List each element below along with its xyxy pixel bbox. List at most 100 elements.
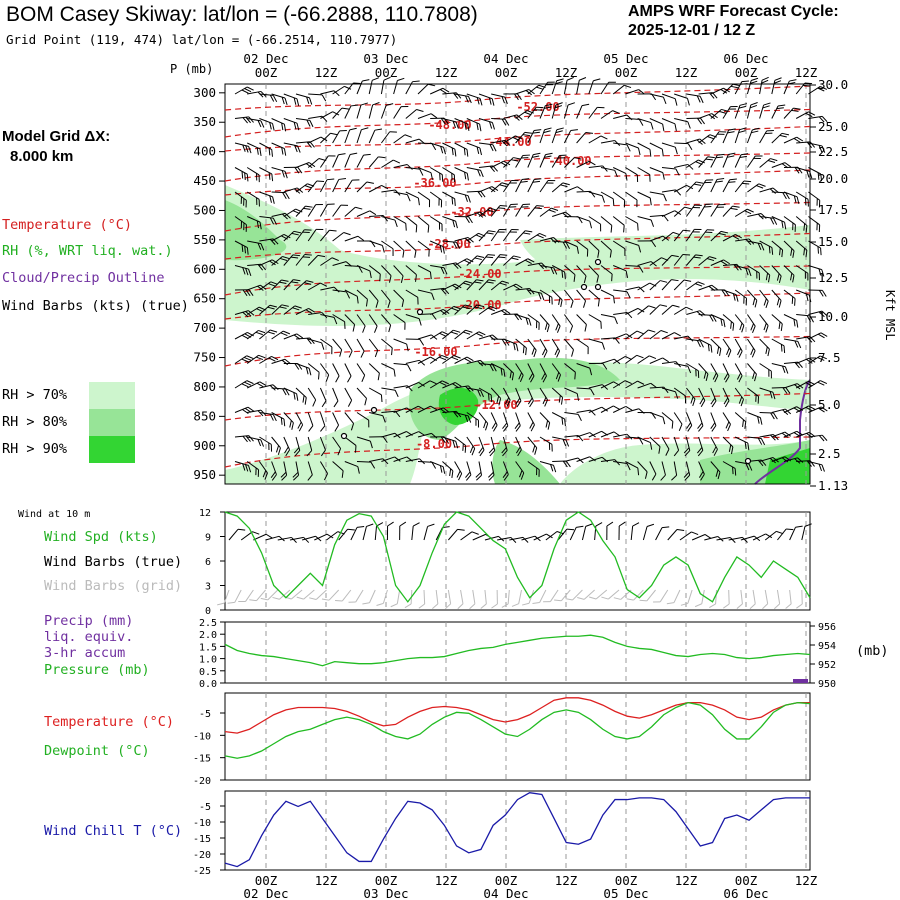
barb-flag (330, 132, 338, 136)
barb-flag (763, 298, 767, 306)
barb-flag (709, 92, 715, 99)
wind-barb (259, 93, 278, 103)
barb-shaft (442, 355, 455, 364)
wind-barb-true (521, 535, 541, 542)
barb-flag (320, 449, 326, 457)
wind-barb (808, 332, 828, 340)
barb-shaft (527, 412, 535, 426)
barb-flag (501, 339, 507, 346)
wind-barb (393, 338, 409, 352)
precip-axis-label: 1.5 (199, 642, 217, 653)
wind-barb-grid (565, 589, 583, 601)
barb-shaft (393, 216, 407, 224)
barb-flag (269, 304, 277, 308)
barb-flag (241, 244, 244, 252)
barb-flag (809, 171, 813, 179)
wind-barb (746, 338, 756, 358)
wind-barb-true (289, 536, 310, 543)
barb-flag (761, 79, 769, 84)
wind-barb (734, 208, 754, 217)
barb-flag (527, 258, 535, 263)
barb-flag (545, 103, 553, 107)
barb-shaft (307, 461, 313, 476)
barb-shaft (746, 129, 753, 144)
wind-barb (356, 412, 370, 428)
barb-flag (590, 409, 596, 416)
barb-shaft (783, 191, 798, 198)
barb-flag (534, 129, 542, 131)
barb-flag (708, 114, 716, 120)
wind-barb (612, 191, 626, 208)
barb-flag (687, 335, 694, 342)
barb-flag (260, 597, 268, 601)
barb-flag (660, 474, 666, 481)
barb-flag (474, 281, 482, 284)
temperature-contour (224, 335, 811, 367)
barb-flag (513, 93, 519, 101)
barb-shaft (490, 160, 504, 168)
barb-shaft (771, 80, 776, 95)
barb-flag (455, 121, 459, 129)
wind-barb (307, 228, 324, 242)
barb-flag (268, 148, 271, 156)
wind-barb-grid (335, 589, 352, 602)
barb-flag (697, 450, 704, 457)
barb-shaft (661, 232, 674, 242)
wind-barb-grid (749, 589, 756, 610)
barb-shaft (588, 456, 603, 462)
barb-shaft (356, 412, 369, 421)
wind-barb-true (618, 521, 626, 541)
barb-flag (698, 159, 706, 164)
barb-shaft (295, 205, 306, 217)
pressure-line (224, 634, 811, 667)
top-time-tick: 12Z (555, 65, 578, 80)
barb-flag (356, 296, 359, 304)
barb-shaft (381, 289, 391, 302)
barb-shaft (381, 189, 396, 193)
rh-key-80-swatch (89, 409, 135, 436)
barb-shaft (259, 238, 274, 242)
barb-shaft (259, 216, 274, 219)
barb-flag (401, 299, 405, 308)
barb-shaft (234, 310, 249, 315)
barb-shaft (576, 105, 583, 119)
barb-flag (543, 601, 551, 603)
wind-barb (259, 259, 279, 266)
barb-flag (451, 147, 454, 156)
barb-shaft (478, 118, 493, 124)
wind-barb (771, 363, 789, 374)
barb-shaft (795, 191, 809, 200)
barb-shaft (722, 263, 737, 266)
barb-flag (280, 332, 288, 337)
barb-flag (489, 121, 493, 129)
barb-shaft (320, 338, 333, 348)
barb-shaft (350, 527, 358, 541)
wind-barb (576, 190, 596, 198)
barb-shaft (246, 354, 259, 364)
wind-barb (759, 102, 771, 119)
barb-flag (441, 174, 444, 182)
wind-barb (698, 229, 715, 242)
barb-flag (285, 192, 290, 200)
wind-barb (625, 118, 644, 126)
barb-flag (257, 285, 264, 291)
barb-flag (533, 152, 541, 156)
barb-flag (244, 172, 246, 180)
barb-flag (745, 268, 749, 276)
barb-flag (750, 347, 754, 356)
wind-barb (320, 111, 340, 119)
wind-barb (405, 191, 420, 206)
barb-shaft (369, 412, 383, 417)
wind-barb (234, 116, 254, 124)
barb-flag (454, 198, 456, 206)
wind-barb (442, 216, 458, 229)
pressure-level-label: 750 (193, 350, 216, 365)
barb-flag (757, 437, 763, 445)
barb-flag (373, 325, 378, 333)
barb-flag (439, 381, 447, 386)
barb-shaft (722, 338, 732, 351)
barb-flag (390, 603, 398, 608)
barb-shaft (319, 387, 327, 402)
wind-barb (515, 258, 535, 266)
barb-flag (577, 597, 585, 600)
